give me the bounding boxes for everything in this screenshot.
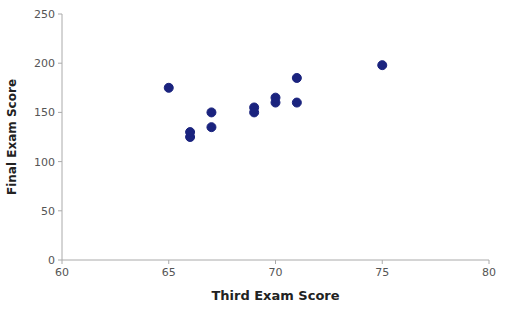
- x-tick-label: 75: [375, 266, 389, 279]
- x-tick-label: 80: [482, 266, 496, 279]
- point: [292, 98, 301, 107]
- x-tick-label: 70: [269, 266, 283, 279]
- point: [378, 61, 387, 70]
- y-tick-label: 250: [34, 8, 55, 21]
- points: [164, 61, 387, 142]
- x-tick: [382, 260, 383, 264]
- x-tick: [489, 260, 490, 264]
- y-tick: [58, 63, 62, 64]
- x-tick-label: 60: [55, 266, 69, 279]
- y-tick-label: 100: [34, 156, 55, 169]
- point: [164, 83, 173, 92]
- point: [207, 108, 216, 117]
- y-axis-label: Final Exam Score: [5, 79, 19, 195]
- point: [207, 123, 216, 132]
- y-axis-line: [62, 14, 63, 260]
- y-tick-label: 200: [34, 57, 55, 70]
- y-tick: [58, 14, 62, 15]
- x-tick: [275, 260, 276, 264]
- x-tick-label: 65: [162, 266, 176, 279]
- point: [292, 73, 301, 82]
- y-tick: [58, 161, 62, 162]
- point: [186, 128, 195, 137]
- point: [250, 108, 259, 117]
- y-tick: [58, 112, 62, 113]
- y-tick-label: 50: [41, 205, 55, 218]
- x-tick: [62, 260, 63, 264]
- x-axis-label: Third Exam Score: [211, 288, 339, 303]
- y-tick-label: 0: [48, 254, 55, 267]
- x-tick: [168, 260, 169, 264]
- y-tick: [58, 210, 62, 211]
- y-tick-label: 150: [34, 106, 55, 119]
- y-tick: [58, 260, 62, 261]
- point: [271, 93, 280, 102]
- chart: 60 65 70 75 80 0 50 100 150 200 250 Third Exam Scor…: [0, 0, 505, 312]
